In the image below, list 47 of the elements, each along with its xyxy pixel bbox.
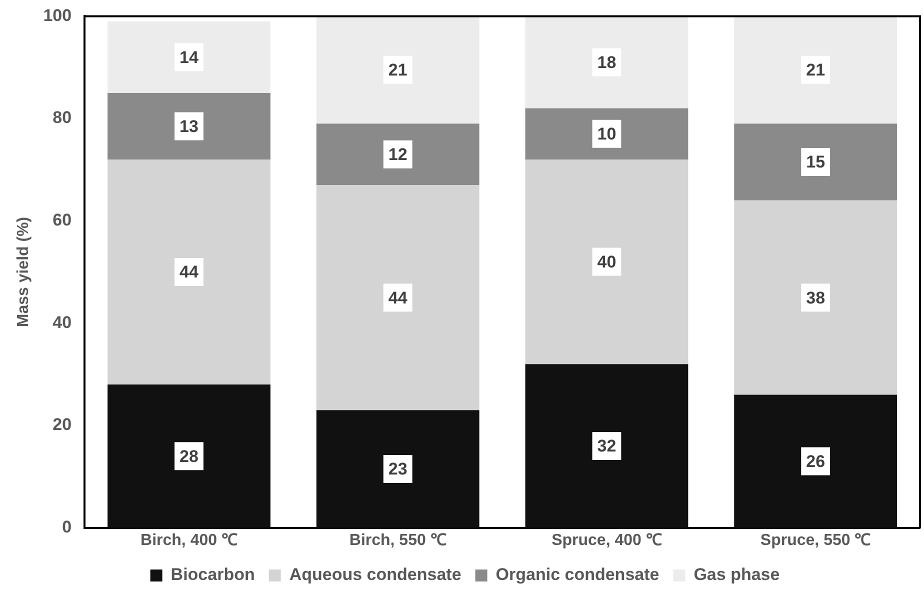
bar: [525, 364, 688, 528]
y-tick-label: 40: [52, 312, 72, 332]
legend-label: Aqueous condensate: [289, 565, 462, 584]
data-label: 26: [806, 452, 826, 471]
data-label: 18: [597, 52, 616, 72]
bar: [316, 410, 480, 528]
y-axis-title: Mass yield (%): [15, 216, 32, 328]
x-tick-label: Spruce, 550 ℃: [760, 532, 871, 549]
y-tick-label: 80: [52, 108, 72, 128]
legend-label: Organic condensate: [496, 565, 660, 584]
data-label: 21: [806, 60, 826, 80]
data-label: 28: [180, 446, 198, 466]
bar: [525, 108, 688, 160]
x-tick-label: Spruce, 400 ℃: [552, 532, 662, 549]
legend-label: Biocarbon: [170, 565, 255, 584]
data-label: 40: [597, 252, 616, 272]
data-label: 13: [180, 116, 198, 136]
y-tick-label: 60: [52, 210, 72, 230]
bar: [734, 124, 898, 200]
bar: [525, 159, 688, 364]
bar: [734, 16, 898, 124]
data-label: 15: [806, 152, 826, 172]
x-tick-label: Birch, 400 ℃: [140, 532, 238, 549]
bar: [316, 16, 480, 124]
data-label: 44: [180, 262, 199, 282]
data-label: 21: [388, 60, 408, 80]
data-label: 23: [388, 460, 408, 479]
bar: [316, 185, 480, 410]
data-label: 10: [597, 124, 616, 144]
bar: [316, 124, 480, 186]
bar: [734, 200, 898, 395]
legend-label: Gas phase: [694, 565, 780, 584]
data-label: 32: [597, 436, 616, 456]
data-label: 38: [806, 288, 826, 308]
bar: [525, 16, 688, 108]
data-label: 14: [180, 48, 199, 67]
bar: [108, 92, 270, 160]
y-tick-label: 20: [52, 415, 72, 434]
x-tick-label: Birch, 550 ℃: [349, 532, 446, 549]
bar: [108, 384, 270, 528]
y-tick-label: 0: [62, 517, 72, 536]
bar: [108, 159, 270, 385]
data-label: 12: [388, 145, 408, 164]
bar: [108, 21, 270, 93]
data-label: 44: [388, 288, 408, 308]
y-tick-label: 100: [43, 6, 72, 25]
bar: [734, 394, 898, 528]
